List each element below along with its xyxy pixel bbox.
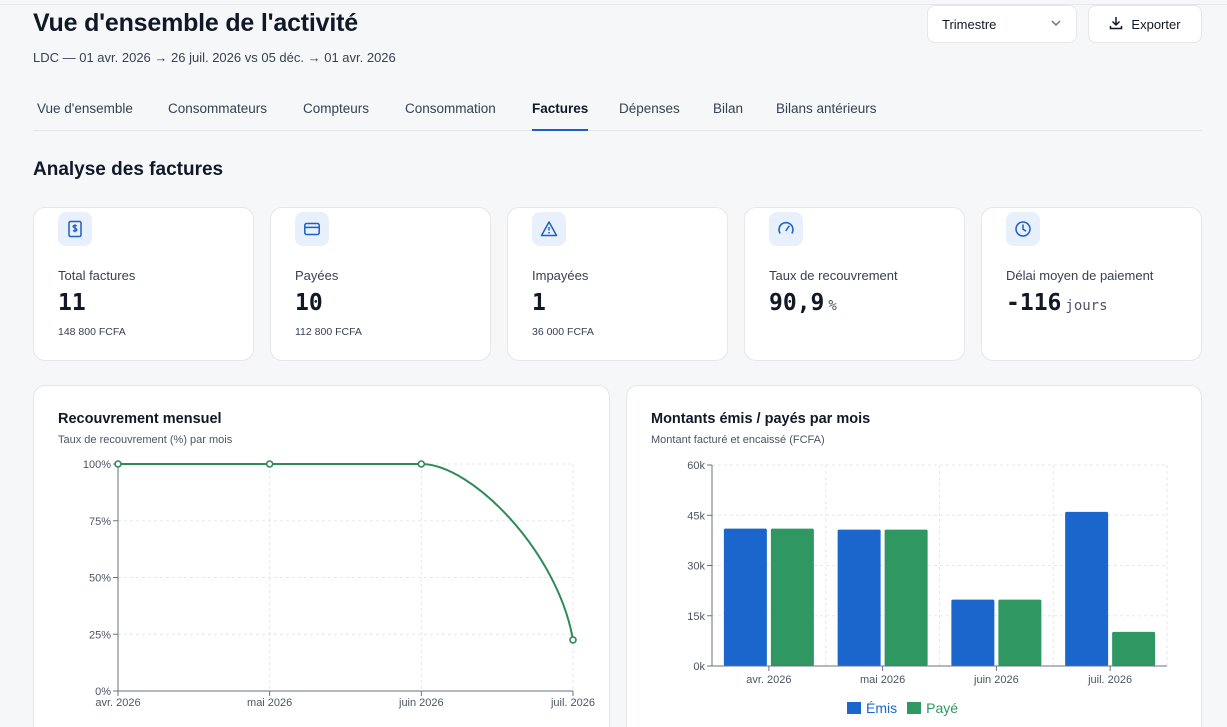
kpi-label: Payées — [295, 268, 339, 283]
legend-swatch-paye — [907, 702, 922, 714]
legend-label: Émis — [866, 700, 898, 716]
kpi-amount: 112 800 FCFA — [295, 326, 362, 338]
kpi-value: 90,9% — [769, 290, 837, 316]
x-tick-label: mai 2026 — [247, 697, 292, 709]
x-tick-label: juin 2026 — [973, 674, 1019, 686]
tab-bar: Vue d'ensemble Consommateurs Compteurs C… — [33, 93, 1202, 131]
kpi-label: Délai moyen de paiement — [1006, 268, 1154, 283]
kpi-total-factures: Total factures 11 148 800 FCFA — [33, 207, 254, 361]
kpi-value: 10 — [295, 290, 323, 316]
tab-compteurs[interactable]: Compteurs — [303, 101, 370, 116]
x-tick-label: juin 2026 — [398, 697, 444, 709]
kpi-value: 1 — [532, 290, 546, 316]
bar-emis — [837, 529, 881, 666]
y-tick-label: 0% — [95, 686, 111, 698]
kpi-number: -116 — [1006, 290, 1062, 316]
kpi-delai-paiement: Délai moyen de paiement -116 jours — [981, 207, 1202, 361]
period-select-value: Trimestre — [942, 16, 997, 32]
tab-consommation[interactable]: Consommation — [405, 101, 496, 116]
bar-emis — [951, 599, 995, 666]
y-tick-label: 60k — [687, 460, 705, 472]
x-tick-label: avr. 2026 — [746, 674, 791, 686]
chart-subtitle: Montant facturé et encaissé (FCFA) — [651, 434, 825, 446]
x-tick-label: juil. 2026 — [1087, 674, 1132, 686]
data-point — [417, 460, 426, 468]
legend-item-paye[interactable]: Payé — [907, 700, 958, 716]
kpi-number: 1 — [532, 290, 546, 316]
tab-bilans-anterieurs[interactable]: Bilans antérieurs — [776, 101, 877, 116]
invoice-dollar-icon — [58, 212, 92, 246]
y-tick-label: 25% — [89, 629, 111, 641]
x-tick-label: mai 2026 — [860, 674, 905, 686]
y-tick-label: 0k — [693, 661, 705, 673]
card-montants-emis-payes: Montants émis / payés par mois Montant f… — [626, 385, 1202, 727]
kpi-value: 11 — [58, 290, 86, 316]
kpi-value: -116 jours — [1006, 290, 1108, 316]
warning-triangle-icon — [532, 212, 566, 246]
date-range-subtitle: LDC — 01 avr. 2026 → 26 juil. 2026 vs 05… — [33, 50, 396, 65]
download-icon — [1109, 16, 1123, 33]
bar-emis — [723, 528, 767, 666]
bar-chart: 0k 15k 30k 45k 60k avr. 2026 mai 2026 juin 2026… — [687, 460, 1168, 686]
tab-factures[interactable]: Factures — [532, 101, 589, 131]
bar-paye — [884, 529, 928, 666]
data-point — [114, 460, 122, 468]
series-line — [117, 463, 574, 641]
legend-item-emis[interactable]: Émis — [847, 700, 897, 716]
export-button[interactable]: Exporter — [1088, 5, 1202, 43]
kpi-amount: 148 800 FCFA — [58, 326, 126, 338]
credit-card-icon — [295, 212, 329, 246]
line-chart: 0% 25% 50% 75% 100% avr. 2026 mai 2026 juin 202… — [83, 459, 595, 709]
legend-label: Payé — [926, 700, 959, 716]
kpi-label: Taux de recouvrement — [769, 268, 898, 283]
kpi-amount: 36 000 FCFA — [532, 326, 594, 338]
chart-title: Recouvrement mensuel — [58, 411, 222, 427]
data-point — [569, 636, 577, 644]
gauge-icon — [769, 212, 803, 246]
bar-paye — [770, 528, 814, 666]
kpi-impayees: Impayées 1 36 000 FCFA — [507, 207, 728, 361]
bar-paye — [998, 599, 1042, 666]
kpi-payees: Payées 10 112 800 FCFA — [270, 207, 491, 361]
bar-emis — [1065, 511, 1109, 666]
chevron-down-icon — [1050, 17, 1062, 32]
chart-legend: Émis Payé — [847, 700, 958, 716]
y-tick-label: 45k — [687, 510, 705, 522]
kpi-number: 90,9 — [769, 290, 825, 316]
x-tick-label: avr. 2026 — [95, 697, 140, 709]
chart-title: Montants émis / payés par mois — [651, 411, 871, 427]
section-title: Analyse des factures — [33, 159, 224, 180]
kpi-label: Impayées — [532, 268, 589, 283]
tab-bilan[interactable]: Bilan — [713, 101, 744, 116]
y-tick-label: 15k — [687, 611, 705, 623]
tab-vue-ensemble[interactable]: Vue d'ensemble — [37, 101, 133, 116]
kpi-taux-recouvrement: Taux de recouvrement 90,9% — [744, 207, 965, 361]
bar-paye — [1112, 631, 1156, 666]
kpi-unit: % — [828, 298, 837, 314]
tab-consommateurs[interactable]: Consommateurs — [168, 101, 268, 116]
period-select[interactable]: Trimestre — [927, 5, 1077, 43]
legend-swatch-emis — [847, 702, 861, 714]
data-point — [265, 460, 274, 468]
x-tick-label: juil. 2026 — [550, 697, 595, 709]
card-recouvrement-mensuel: Recouvrement mensuel Taux de recouvremen… — [33, 385, 610, 727]
clock-icon — [1006, 212, 1040, 246]
page: Vue d'ensemble de l'activité LDC — 01 av… — [0, 4, 1227, 727]
kpi-number: 11 — [58, 290, 86, 316]
tab-depenses[interactable]: Dépenses — [619, 101, 680, 116]
kpi-number: 10 — [295, 290, 323, 316]
y-tick-label: 30k — [687, 561, 705, 573]
y-tick-label: 75% — [89, 516, 111, 528]
chart-subtitle: Taux de recouvrement (%) par mois — [58, 434, 233, 446]
export-label: Exporter — [1131, 16, 1181, 32]
y-tick-label: 50% — [89, 573, 111, 585]
y-tick-label: 100% — [83, 459, 111, 471]
kpi-unit: jours — [1065, 298, 1108, 314]
kpi-label: Total factures — [58, 268, 136, 283]
page-title: Vue d'ensemble de l'activité — [33, 9, 358, 37]
